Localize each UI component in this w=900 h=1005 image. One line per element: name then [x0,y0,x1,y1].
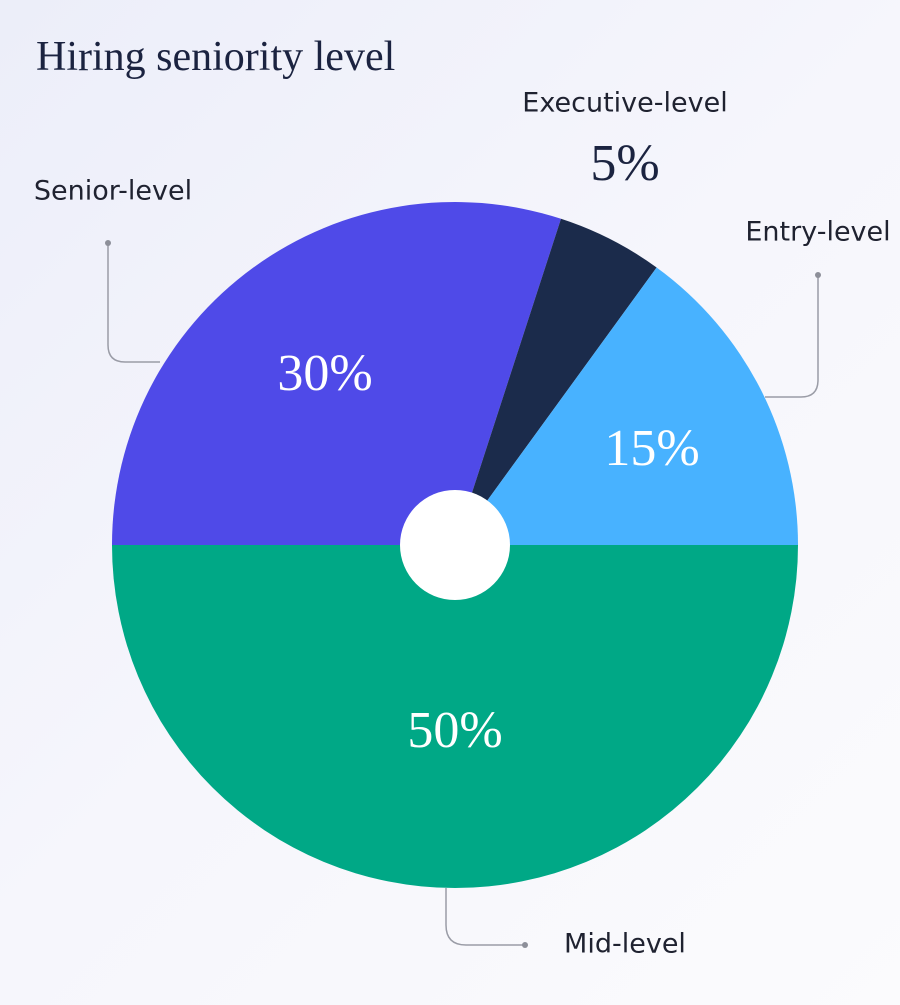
pie-slice [455,267,798,545]
pie-slice [112,201,561,545]
leader-line [445,888,525,946]
slices [112,201,798,888]
leader-line [765,275,819,398]
chart-title: Hiring seniority level [36,34,395,80]
leader-dot [105,240,111,246]
legend-label: Entry-level [745,217,890,248]
pie-slice [455,218,657,546]
leader-dot [815,272,821,278]
data-label: 50% [407,702,502,759]
legend-label: Mid-level [564,929,686,960]
legend-label: Senior-level [34,176,192,207]
center-hole [400,490,510,600]
leader-line [107,243,160,363]
leader-dot [522,942,528,948]
data-label: 30% [277,345,372,402]
pie-slice [112,545,798,888]
data-label: 5% [590,135,659,192]
data-label: 15% [604,420,699,477]
legend-label: Executive-level [522,88,727,119]
leader-lines [105,240,821,948]
